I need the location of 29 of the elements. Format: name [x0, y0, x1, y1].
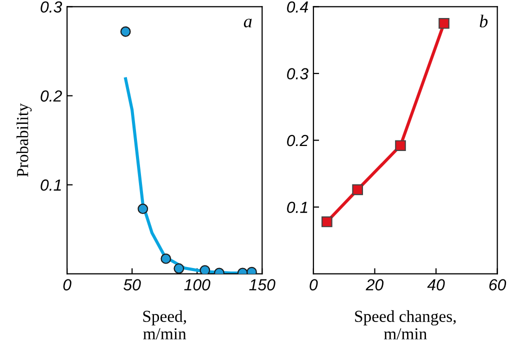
x-tick-label: 60	[489, 279, 506, 290]
x-tick-label: 0	[310, 279, 318, 290]
y-tick-label: 0.2	[287, 134, 308, 146]
x-tick-label: 150	[249, 279, 276, 290]
annotation: a	[244, 18, 252, 28]
point	[200, 265, 210, 274]
x-axis-title: Speed, m/min	[143, 310, 186, 340]
annotation: b	[480, 14, 488, 28]
point	[352, 184, 363, 196]
y-tick-label: 0.1	[40, 179, 61, 191]
x-tick-label: 20	[366, 279, 384, 290]
y-axis-title: Probability	[16, 103, 32, 177]
y-tick-label: 0.3	[40, 1, 62, 13]
point	[438, 18, 450, 29]
y-tick-label: 0.3	[287, 68, 308, 80]
x-tick-label: 100	[184, 279, 210, 290]
x-axis-title: Speed changes, m/min	[355, 310, 456, 340]
point	[174, 263, 184, 274]
y-tick-label: 0.2	[40, 90, 62, 102]
point	[395, 140, 406, 152]
point	[160, 254, 172, 264]
x-tick-label: 50	[124, 279, 141, 290]
y-tick-label: 0.4	[287, 1, 308, 13]
x-tick-label: 0	[63, 279, 72, 290]
point	[120, 26, 131, 37]
y-tick-label: 0.1	[287, 202, 308, 214]
point	[322, 216, 332, 228]
point	[138, 204, 148, 214]
x-tick-label: 40	[427, 279, 445, 290]
